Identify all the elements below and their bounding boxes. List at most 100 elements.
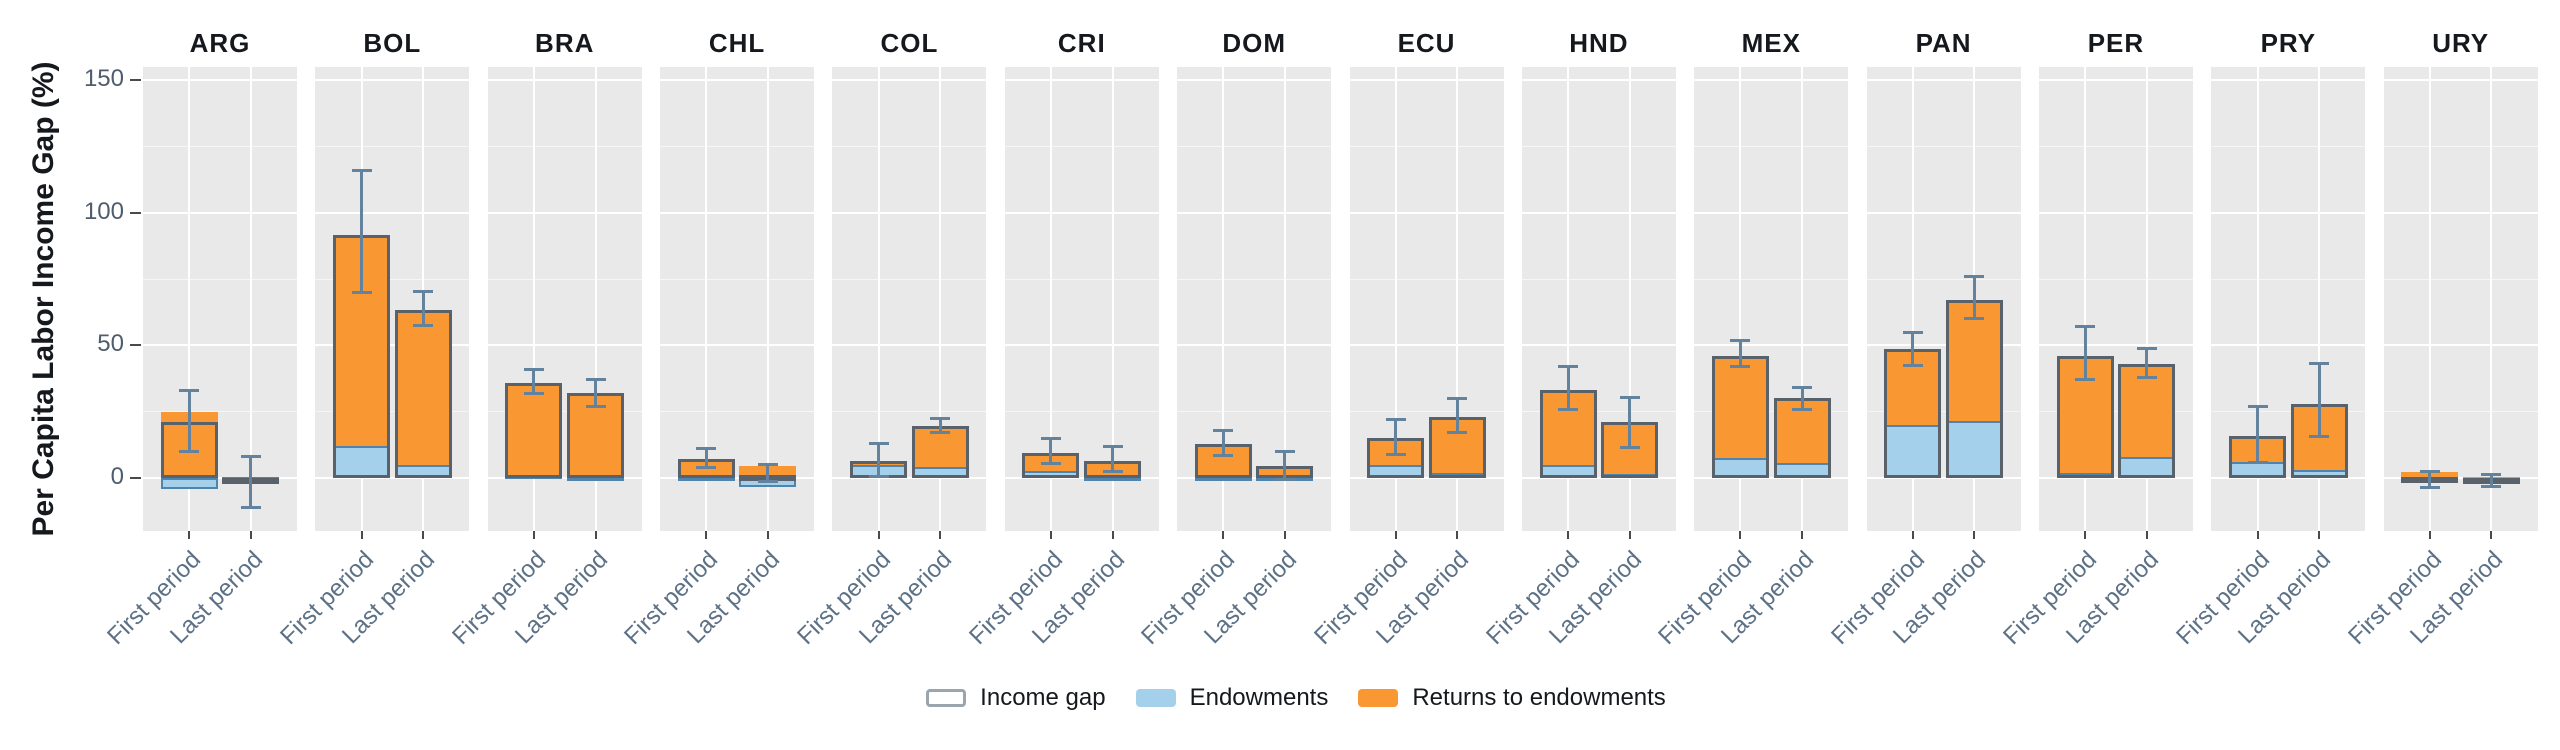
x-axis-tick-mark [1111, 531, 1114, 539]
x-axis-tick-mark [594, 531, 597, 539]
error-bar [1628, 397, 1632, 448]
x-axis-tick-mark [249, 531, 252, 539]
gridline-minor-h [1694, 146, 1849, 148]
y-axis-tick-label: 50 [97, 330, 124, 358]
gridline-minor-h [1694, 278, 1849, 280]
gridline-major-h [1004, 79, 1159, 82]
gridline-major-h [2383, 476, 2538, 479]
gridline-major-v [1111, 67, 1114, 531]
facet-panel [1694, 67, 1849, 531]
error-bar-cap [1964, 317, 1985, 321]
gridline-major-h [1866, 476, 2021, 479]
gridline-major-h [1177, 476, 1332, 479]
gridline-major-h [832, 79, 987, 82]
error-bar-cap [1792, 407, 1813, 411]
income-gap-outline [1711, 356, 1769, 478]
error-bar-cap [696, 447, 717, 451]
gridline-major-h [1177, 79, 1332, 82]
gridline-major-h [2211, 211, 2366, 214]
gridline-major-h [1521, 211, 1676, 214]
error-bar-cap [1213, 453, 1234, 457]
bar-returns-to-endowments [1711, 356, 1769, 459]
legend-swatch-orange [1358, 689, 1399, 707]
x-axis-tick-mark [1739, 531, 1742, 539]
facet-panel [2383, 67, 2538, 531]
error-bar [2489, 474, 2493, 487]
error-bar-cap [1902, 330, 1923, 334]
gridline-major-h [487, 211, 642, 214]
error-bar [532, 369, 536, 394]
gridline-minor-h [1521, 411, 1676, 413]
gridline-minor-h [2211, 278, 2366, 280]
gridline-major-h [2211, 79, 2366, 82]
x-axis-tick-mark [2145, 531, 2148, 539]
legend-item: Income gap [926, 684, 1106, 712]
gridline-minor-h [1694, 411, 1849, 413]
gridline-major-h [1349, 476, 1504, 479]
x-axis-tick-mark [2084, 531, 2087, 539]
error-bar [1738, 340, 1742, 367]
error-bar-cap [1447, 431, 1468, 435]
facet-title: CHL [708, 28, 766, 58]
x-axis-tick-mark [2428, 531, 2431, 539]
facet-title: HND [1569, 28, 1629, 58]
gridline-major-h [832, 344, 987, 347]
gridline-major-v [1567, 67, 1570, 531]
error-bar [704, 448, 708, 468]
error-bar-cap [757, 463, 778, 467]
error-bar-cap [585, 404, 606, 408]
faceted-bar-chart: Per Capita Labor Income Gap (%) 0 50 100 15… [0, 28, 2560, 712]
error-bar-cap [2136, 375, 2157, 379]
error-bar [2256, 406, 2259, 463]
error-bar [766, 464, 770, 482]
error-bar [1972, 276, 1976, 319]
gridline-major-h [660, 211, 815, 214]
facet-panel [2038, 67, 2193, 531]
error-bar-cap [179, 388, 200, 392]
facet-panel [660, 67, 815, 531]
error-bar-cap [585, 378, 606, 382]
facet-panel [315, 67, 470, 531]
error-bar-cap [696, 465, 717, 469]
error-bar-cap [1558, 407, 1579, 411]
error-bar-cap [240, 505, 261, 509]
gridline-minor-h [1866, 146, 2021, 148]
gridline-major-v [1628, 67, 1631, 531]
gridline-major-h [1004, 344, 1159, 347]
gridline-major-v [1456, 67, 1459, 531]
error-bar-cap [1274, 449, 1295, 453]
x-axis-tick-mark [1801, 531, 1804, 539]
gridline-minor-h [1349, 411, 1504, 413]
legend-label: Income gap [980, 684, 1106, 711]
error-bar [1221, 430, 1225, 456]
facet-title: MEX [1741, 28, 1801, 58]
facet-panel [143, 67, 297, 531]
error-bar-cap [1040, 436, 1061, 440]
gridline-major-h [315, 79, 470, 82]
gridline-major-v [2490, 67, 2493, 531]
gridline-minor-h [832, 411, 987, 413]
income-gap-outline [505, 382, 563, 478]
gridline-minor-h [315, 411, 470, 413]
gridline-major-h [2211, 344, 2366, 347]
gridline-major-h [1349, 344, 1504, 347]
x-axis-tick-mark [188, 531, 191, 539]
error-bar-cap [1619, 445, 1640, 449]
gridline-major-h [1349, 211, 1504, 214]
facet-panel [1177, 67, 1332, 531]
gridline-major-h [660, 476, 815, 479]
legend: Income gap Endowments Returns to endowment… [0, 684, 2560, 712]
gridline-major-h [143, 79, 297, 82]
gridline-major-h [1521, 344, 1676, 347]
gridline-major-h [1694, 344, 1849, 347]
gridline-major-h [660, 79, 815, 82]
gridline-minor-h [2038, 278, 2193, 280]
y-axis-tick-mark [130, 79, 141, 82]
gridline-minor-h [1866, 278, 2021, 280]
gridline-major-v [1801, 67, 1804, 531]
income-gap-outline [394, 309, 452, 478]
income-gap-outline [2118, 363, 2176, 478]
legend-label: Returns to endowments [1412, 684, 1666, 711]
error-bar-cap [2247, 460, 2268, 464]
gridline-minor-h [2383, 278, 2538, 280]
